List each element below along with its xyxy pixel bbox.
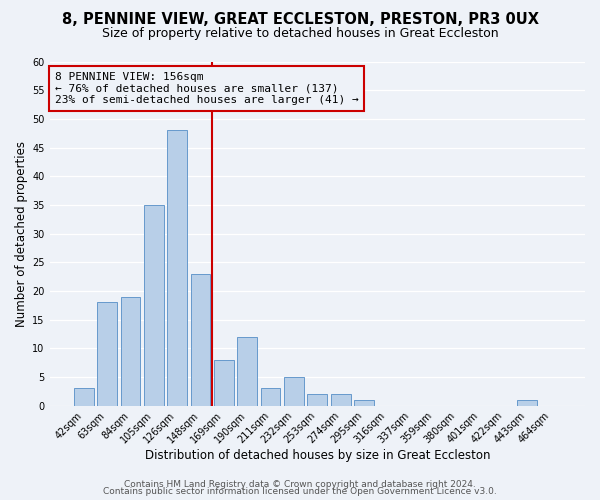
Bar bbox=[144, 205, 164, 406]
Text: Contains HM Land Registry data © Crown copyright and database right 2024.: Contains HM Land Registry data © Crown c… bbox=[124, 480, 476, 489]
Bar bbox=[307, 394, 327, 406]
Text: Size of property relative to detached houses in Great Eccleston: Size of property relative to detached ho… bbox=[101, 28, 499, 40]
Bar bbox=[517, 400, 538, 406]
Bar bbox=[214, 360, 234, 406]
Bar bbox=[121, 296, 140, 406]
Bar bbox=[260, 388, 280, 406]
Text: Contains public sector information licensed under the Open Government Licence v3: Contains public sector information licen… bbox=[103, 487, 497, 496]
Text: 8, PENNINE VIEW, GREAT ECCLESTON, PRESTON, PR3 0UX: 8, PENNINE VIEW, GREAT ECCLESTON, PRESTO… bbox=[62, 12, 539, 28]
Bar bbox=[354, 400, 374, 406]
Bar bbox=[74, 388, 94, 406]
Y-axis label: Number of detached properties: Number of detached properties bbox=[15, 140, 28, 326]
X-axis label: Distribution of detached houses by size in Great Eccleston: Distribution of detached houses by size … bbox=[145, 450, 490, 462]
Bar bbox=[331, 394, 350, 406]
Bar bbox=[237, 336, 257, 406]
Bar bbox=[167, 130, 187, 406]
Text: 8 PENNINE VIEW: 156sqm
← 76% of detached houses are smaller (137)
23% of semi-de: 8 PENNINE VIEW: 156sqm ← 76% of detached… bbox=[55, 72, 359, 105]
Bar bbox=[191, 274, 211, 406]
Bar bbox=[97, 302, 117, 406]
Bar bbox=[284, 377, 304, 406]
